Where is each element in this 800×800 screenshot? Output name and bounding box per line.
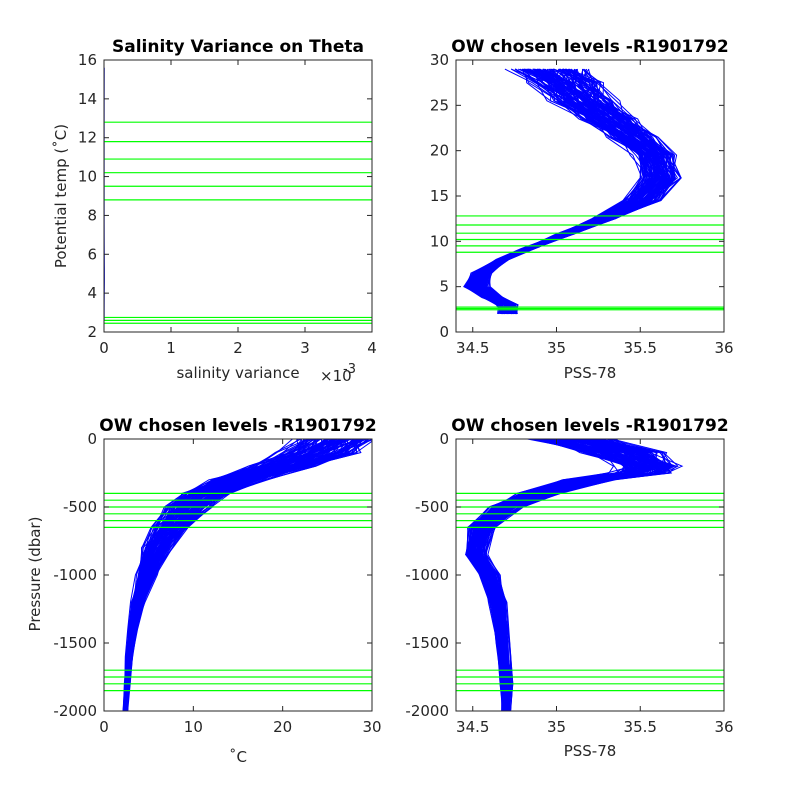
y-tick-label: 8 [87,206,97,224]
profile-line [478,439,666,711]
profile-line [486,68,679,315]
x-tick-label: 34.5 [456,718,489,736]
x-axis-label: salinity variance [176,364,299,382]
panel-title: OW chosen levels -R1901792 [451,416,728,436]
x-tick-label: 4 [367,339,377,357]
x-tick-label: 36 [714,718,733,736]
x-exponent: -3 [343,362,356,377]
y-tick-label: -1000 [405,566,449,584]
y-tick-label: 0 [87,430,97,448]
profile-line [124,439,322,711]
x-tick-label: 35 [547,339,566,357]
panel-pressure-temperature: OW chosen levels -R1901792 ˚C Pressure (… [26,416,382,766]
x-tick-label: 35.5 [624,718,657,736]
panel-pressure-salinity: OW chosen levels -R1901792 PSS-78 34.5 35… [405,416,733,760]
y-tick-label: 6 [87,245,97,263]
y-tick-label: -1500 [53,634,97,652]
y-tick-label: 30 [430,51,449,69]
x-tick-label: 0 [99,718,109,736]
profile-line [476,439,637,711]
y-tick-label: -2000 [405,702,449,720]
profile-line [125,439,370,711]
y-axis-label: Pressure (dbar) [26,517,44,632]
plot-area [104,60,372,332]
y-tick-label: 0 [439,323,449,341]
profile-line [479,68,665,315]
y-tick-label: 15 [430,187,449,205]
panel-title: Salinity Variance on Theta [112,37,364,57]
x-tick-label: 20 [273,718,292,736]
x-axis-label: ˚C [229,748,247,766]
y-tick-label: 10 [78,168,97,186]
y-tick-label: 2 [87,323,97,341]
profile-line [467,439,615,711]
panel-theta-salinity: OW chosen levels -R1901792 PSS-78 34.5 35… [430,37,734,382]
x-tick-label: 35 [547,718,566,736]
y-tick-label: 25 [430,96,449,114]
profile-line [478,68,666,315]
x-tick-label: 36 [714,339,733,357]
x-axis-label: PSS-78 [564,742,617,760]
y-tick-label: -500 [415,498,449,516]
x-tick-label: 10 [184,718,203,736]
y-tick-label: 14 [78,90,97,108]
plot-marks [456,439,724,711]
y-axis-label: Potential temp (˚C) [52,124,70,268]
x-tick-label: 2 [233,339,243,357]
y-tick-label: 10 [430,232,449,250]
y-tick-label: -500 [63,498,97,516]
plot-marks [456,68,724,315]
x-tick-label: 1 [166,339,176,357]
x-tick-label: 30 [362,718,381,736]
x-tick-label: 3 [300,339,310,357]
profile-line [124,439,326,711]
profile-line [475,68,667,314]
y-tick-label: 16 [78,51,97,69]
x-tick-label: 34.5 [456,339,489,357]
profile-line [469,68,657,314]
y-tick-label: -2000 [53,702,97,720]
profile-line [471,439,635,711]
profile-line [125,439,344,711]
profile-line [483,68,671,315]
y-tick-label: 0 [439,430,449,448]
profile-line [126,439,355,711]
panel-title: OW chosen levels -R1901792 [99,416,376,436]
panel-title: OW chosen levels -R1901792 [451,37,728,57]
x-exponent-base: ×10 [320,367,352,385]
profile-line [472,68,664,314]
y-tick-label: 20 [430,142,449,160]
plot-marks [104,439,372,711]
x-axis-label: PSS-78 [564,364,617,382]
y-tick-label: -1500 [405,634,449,652]
x-tick-label: 35.5 [624,339,657,357]
profile-line [474,439,669,711]
y-tick-label: 5 [439,278,449,296]
x-tick-label: 0 [99,339,109,357]
y-tick-label: 4 [87,284,97,302]
y-tick-label: 12 [78,129,97,147]
y-tick-label: -1000 [53,566,97,584]
panel-salinity-variance: Salinity Variance on Theta salinity vari… [52,37,377,385]
